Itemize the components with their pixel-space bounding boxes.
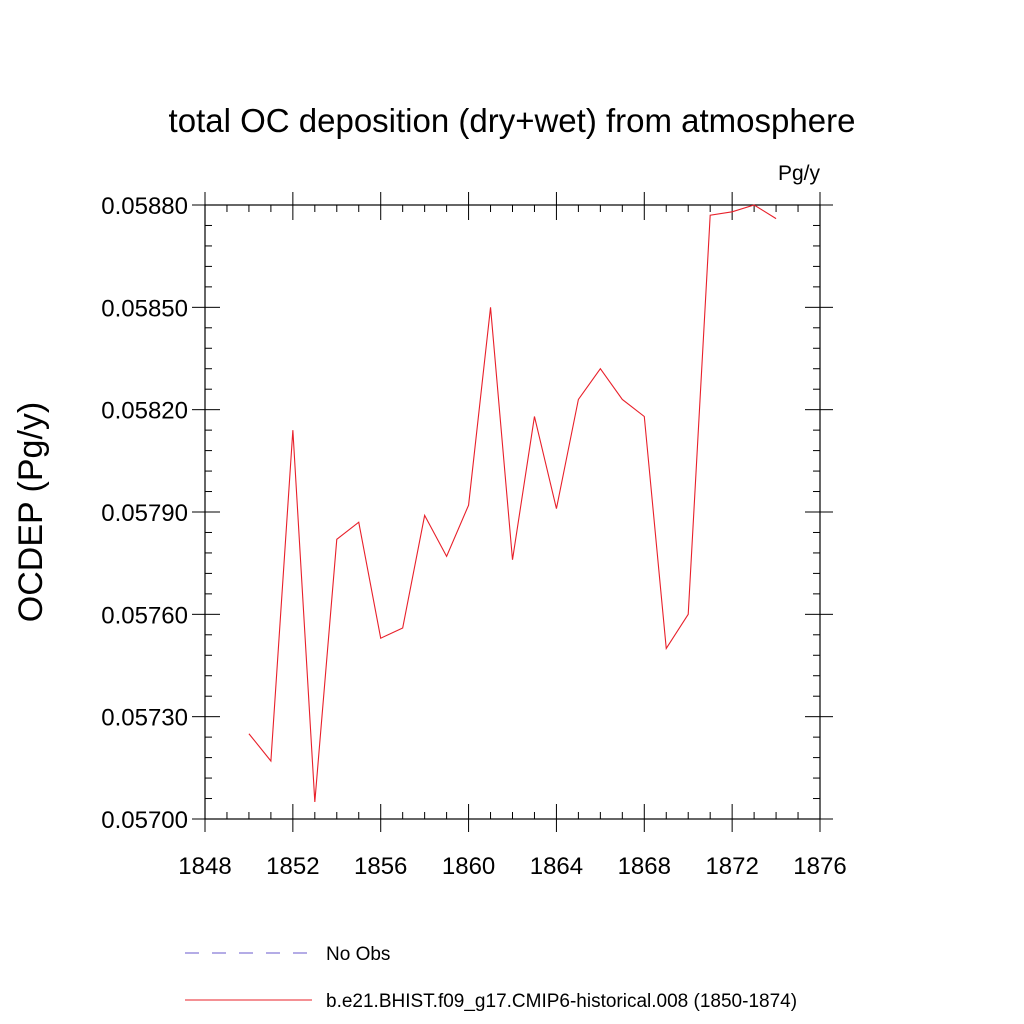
- x-tick-label: 1848: [178, 853, 231, 880]
- legend-no-obs-label: No Obs: [326, 944, 390, 965]
- x-tick-label: 1856: [354, 853, 407, 880]
- x-tick-label: 1872: [705, 853, 758, 880]
- y-tick-label: 0.05790: [101, 500, 188, 527]
- x-tick-label: 1876: [793, 853, 846, 880]
- x-tick-label: 1852: [266, 853, 319, 880]
- y-tick-label: 0.05760: [101, 602, 188, 629]
- axis-ticks: 1848 1852 1856 1860 1864 1868 1872 1876 0.05700 0…: [101, 192, 847, 880]
- y-tick-label: 0.05700: [101, 807, 188, 834]
- units-label: Pg/y: [778, 162, 821, 185]
- legend: No Obs b.e21.BHIST.f09_g17.CMIP6-histori…: [185, 944, 797, 1012]
- y-tick-label: 0.05820: [101, 398, 188, 425]
- y-tick-label: 0.05730: [101, 705, 188, 732]
- series-line-model: [248, 204, 777, 802]
- y-tick-label: 0.05850: [101, 295, 188, 322]
- legend-model-label: b.e21.BHIST.f09_g17.CMIP6-historical.008…: [326, 991, 797, 1012]
- x-tick-label: 1868: [618, 853, 671, 880]
- y-axis-label: OCDEP (Pg/y): [12, 402, 50, 622]
- x-tick-label: 1860: [442, 853, 495, 880]
- series-layer: [248, 204, 777, 802]
- x-tick-label: 1864: [530, 853, 583, 880]
- chart-title: total OC deposition (dry+wet) from atmos…: [169, 102, 856, 139]
- y-tick-label: 0.05880: [101, 193, 188, 220]
